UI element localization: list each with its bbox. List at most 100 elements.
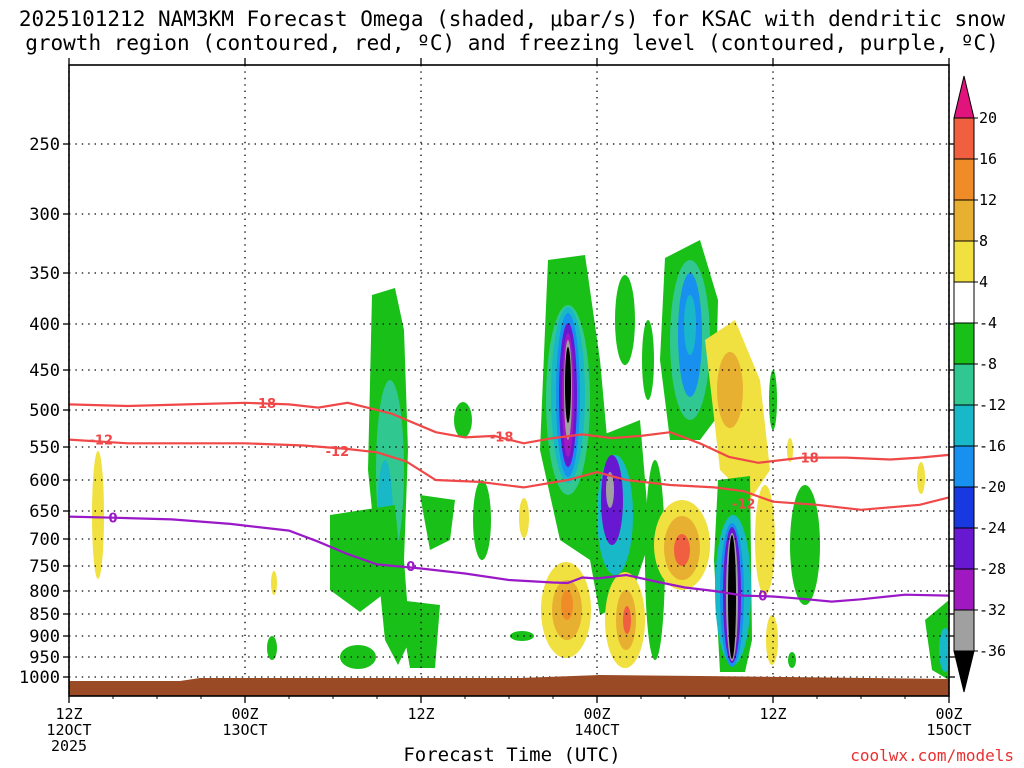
y-tick-label: 1000 [19,668,60,688]
omega-descent-cell [790,485,820,605]
x-tick-label: 2025 [51,737,87,755]
y-tick-label: 550 [29,438,60,458]
omega-descent-cell [769,370,777,430]
omega-descent-cell [939,628,949,672]
colorbar-label: -4 [979,314,997,332]
colorbar-label: 20 [979,109,997,127]
y-tick-label: 250 [29,135,60,155]
colorbar-box [953,568,975,611]
y-tick-label: 450 [29,361,60,381]
contour-label: 0 [758,590,767,605]
omega-ascent-cell [766,615,778,665]
colorbar-label: -16 [979,437,1006,455]
colorbar-top-arrow [953,75,975,119]
omega-ascent-cell [519,498,529,538]
omega-descent-cell [642,320,654,400]
omega-descent-cell [398,600,440,668]
contour-label: 18 [258,397,276,412]
colorbar-label: -28 [979,560,1006,578]
omega-descent-cell [330,505,402,612]
colorbar-box [953,445,975,488]
colorbar-bottom-arrow [953,650,975,693]
omega-ascent-cell [674,534,690,566]
colorbar-label: 8 [979,232,988,250]
contour-label: 18 [801,452,819,467]
isotherm-line [69,438,949,511]
contour-label: 0 [108,512,117,527]
x-tick-label: 12Z [407,705,434,723]
chart-title-line2: growth region (contoured, red, ºC) and f… [25,31,999,55]
isotherm-line [69,401,949,464]
x-tick-label: 15OCT [926,721,971,739]
colorbar-box [953,322,975,365]
x-tick-label: 14OCT [574,721,619,739]
colorbar-box [953,158,975,201]
colorbar-box [953,404,975,447]
contour-label: 0 [406,560,415,575]
omega-ascent-cell [717,352,743,428]
colorbar-box [953,117,975,160]
x-tick-label: 00Z [935,705,962,723]
omega-descent-cell [788,652,796,668]
colorbar-box [953,199,975,242]
colorbar-label: -32 [979,601,1006,619]
omega-descent-cell [645,460,665,660]
x-tick-label: 12Z [759,705,786,723]
gridlines [68,65,950,696]
omega-descent-cell [420,495,455,550]
x-tick-label: 00Z [583,705,610,723]
y-tick-label: 600 [29,471,60,491]
colorbar-label: -8 [979,355,997,373]
contour-label: -12 [732,498,756,513]
y-tick-label: 350 [29,264,60,284]
colorbar-box [953,527,975,570]
isotherm-line [69,515,949,603]
colorbar-label: 12 [979,191,997,209]
y-tick-label: 850 [29,605,60,625]
terrain-fill [69,675,949,696]
omega-ascent-cell [787,438,793,462]
colorbar-label: -20 [979,478,1006,496]
contour-label: -12 [326,445,350,460]
y-tick-label: 700 [29,530,60,550]
y-tick-label: 800 [29,582,60,602]
omega-descent-cell [615,275,635,365]
y-tick-label: 900 [29,627,60,647]
y-tick-label: 950 [29,648,60,668]
colorbar-box [953,486,975,529]
omega-descent-cell [728,535,736,659]
omega-ascent-cell [271,571,277,595]
plot-frame [68,64,950,697]
y-tick-label: 650 [29,502,60,522]
contour-label: -12 [90,434,114,449]
colorbar-label: -12 [979,396,1006,414]
colorbar-box [953,609,975,652]
plot-axes: 2503003504004505005506006507007508008509… [19,58,972,755]
omega-ascent-cell [92,451,104,579]
y-tick-label: 300 [29,205,60,225]
omega-descent-cell [684,295,696,355]
colorbar-box [953,281,975,324]
x-tick-label: 00Z [231,705,258,723]
y-tick-label: 500 [29,401,60,421]
omega-descent-cell [473,480,491,560]
isotherm-contours: 18 -18 18 -12 -12 -12 0 0 0 [69,397,949,605]
x-tick-label: 13OCT [222,721,267,739]
omega-shading-layer [92,240,949,680]
contour-label: -18 [490,431,514,446]
omega-descent-cell [565,347,571,423]
omega-descent-cell [454,402,472,438]
x-axis-label: Forecast Time (UTC) [403,744,621,766]
colorbar-label: -24 [979,519,1006,537]
omega-colorbar: 20 16 12 8 4 -4 -8 -12 -16 -20 -24 -28 -32 -36 [953,75,1006,693]
omega-ascent-cell [561,590,573,620]
x-tick-label: 12OCT [46,721,91,739]
colorbar-box [953,363,975,406]
omega-descent-cell [606,472,614,508]
colorbar-label: 4 [979,273,988,291]
omega-descent-cell [267,636,277,660]
omega-ascent-cell [755,485,775,595]
terrain-layer [69,675,949,696]
colorbar-box [953,240,975,283]
